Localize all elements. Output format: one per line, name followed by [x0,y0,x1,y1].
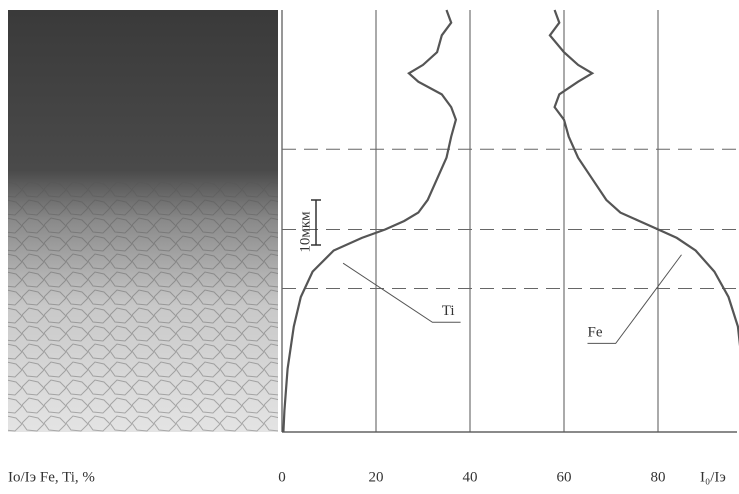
series-label: Fe [588,324,603,340]
scale-label: 10мкм [297,211,313,253]
profile-line [548,9,739,347]
x-tick-label: 80 [651,469,666,485]
x-tick-label: 0 [278,469,286,485]
profile-line [282,9,458,433]
x-axis-label: Io/Iэ Fe, Ti, % [8,469,95,485]
x-tick-label: 40 [463,469,478,485]
leader-line [587,254,682,344]
series-label: Ti [442,303,455,319]
x-tick-label: 20 [369,469,384,485]
x-tick-label: 60 [557,469,572,485]
micrograph-grains [8,180,278,432]
plot: 0 20 40 60 80 Ti Fe [278,9,739,485]
leader-line [342,262,461,323]
scale-bar [311,199,321,246]
unit-label: I₀/Iэ [700,469,726,485]
